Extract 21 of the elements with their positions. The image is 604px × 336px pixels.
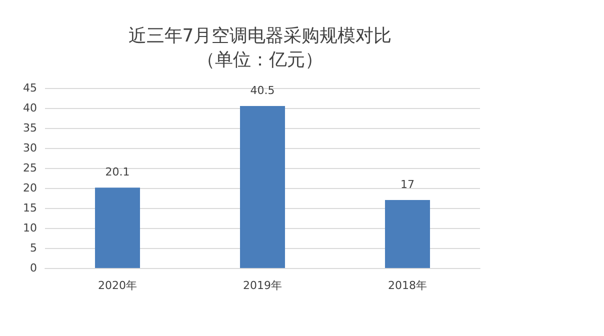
bar [95, 188, 140, 268]
y-tick-label: 15 [23, 202, 37, 214]
chart-title: 近三年7月空调电器采购规模对比 [128, 26, 392, 46]
y-tick-label: 25 [23, 162, 37, 174]
y-tick-label: 20 [23, 182, 37, 194]
y-tick-label: 45 [23, 82, 37, 94]
y-tick-label: 10 [23, 222, 37, 234]
chart-subtitle: （单位：亿元） [197, 50, 323, 70]
x-tick-label: 2018年 [388, 279, 427, 292]
y-tick-label: 5 [30, 242, 37, 254]
data-label: 20.1 [105, 166, 130, 179]
bar [385, 200, 430, 268]
x-tick-label: 2019年 [243, 279, 282, 292]
y-tick-label: 35 [23, 122, 37, 134]
data-label: 17 [400, 178, 414, 191]
y-tick-label: 0 [30, 262, 37, 274]
y-tick-label: 40 [23, 102, 37, 114]
y-tick-label: 30 [23, 142, 37, 154]
data-label: 40.5 [250, 84, 275, 97]
bar [240, 106, 285, 268]
x-tick-label: 2020年 [98, 279, 137, 292]
